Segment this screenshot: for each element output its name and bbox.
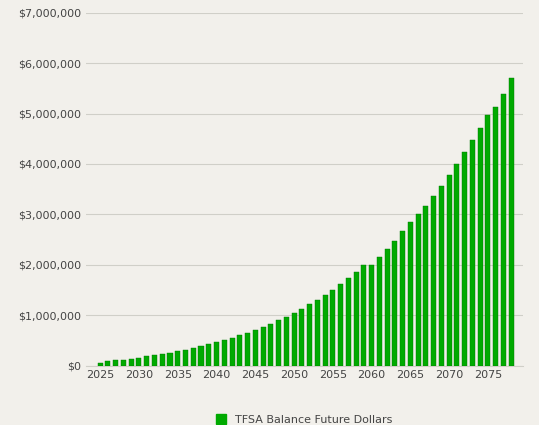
Bar xyxy=(152,355,157,366)
Bar xyxy=(493,107,498,366)
Bar xyxy=(183,350,188,366)
Bar xyxy=(129,359,134,366)
Bar xyxy=(168,353,172,366)
Legend: TFSA Balance Future Dollars: TFSA Balance Future Dollars xyxy=(212,410,397,425)
Bar xyxy=(377,257,382,366)
Bar xyxy=(222,340,227,366)
Bar xyxy=(315,300,320,366)
Bar xyxy=(454,164,459,366)
Bar xyxy=(322,295,328,366)
Bar xyxy=(175,351,180,365)
Bar xyxy=(206,344,211,366)
Bar xyxy=(509,78,514,366)
Bar xyxy=(268,324,273,366)
Bar xyxy=(245,333,250,366)
Bar xyxy=(361,265,367,366)
Bar xyxy=(447,175,452,366)
Bar xyxy=(121,360,126,366)
Bar xyxy=(284,317,289,366)
Bar xyxy=(392,241,397,366)
Bar xyxy=(400,232,405,366)
Bar xyxy=(136,357,142,366)
Bar xyxy=(416,214,420,366)
Bar xyxy=(462,152,467,366)
Bar xyxy=(470,140,475,366)
Bar xyxy=(486,115,490,366)
Bar xyxy=(237,335,243,365)
Bar xyxy=(106,361,110,366)
Bar xyxy=(198,346,204,366)
Bar xyxy=(385,249,390,366)
Bar xyxy=(501,94,506,366)
Bar xyxy=(408,222,413,366)
Bar xyxy=(478,128,483,366)
Bar xyxy=(338,284,343,366)
Bar xyxy=(307,304,312,366)
Bar xyxy=(260,327,266,366)
Bar xyxy=(330,289,335,366)
Bar xyxy=(113,360,118,366)
Bar xyxy=(369,265,374,366)
Bar xyxy=(144,357,149,366)
Bar xyxy=(160,354,165,366)
Bar xyxy=(214,342,219,366)
Bar xyxy=(292,313,296,366)
Bar xyxy=(439,186,444,366)
Bar xyxy=(276,320,281,366)
Bar xyxy=(253,330,258,366)
Bar xyxy=(431,196,436,366)
Bar xyxy=(191,348,196,366)
Bar xyxy=(346,278,351,366)
Bar xyxy=(354,272,358,366)
Bar xyxy=(423,206,429,366)
Bar xyxy=(299,309,305,366)
Bar xyxy=(98,363,103,366)
Bar xyxy=(230,338,234,366)
